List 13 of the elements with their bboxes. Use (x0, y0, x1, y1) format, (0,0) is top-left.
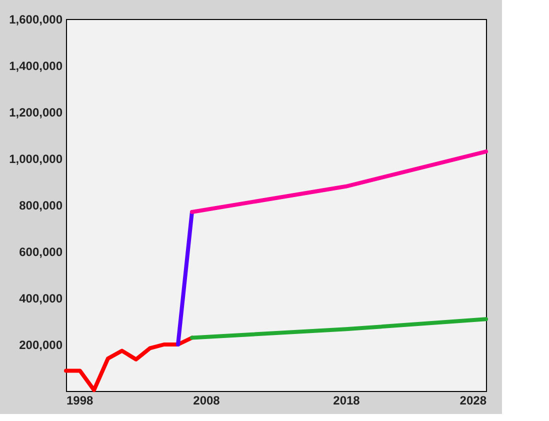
y-tick-label: 1,600,000 (9, 12, 63, 26)
y-tick-label: 600,000 (19, 245, 63, 259)
x-tick-label: 2028 (460, 394, 487, 408)
y-tick-label: 400,000 (19, 292, 63, 306)
y-tick-label: 200,000 (19, 338, 63, 352)
x-tick-label: 2008 (193, 394, 220, 408)
y-tick-label: 1,000,000 (9, 152, 63, 166)
x-tick-label: 2018 (333, 394, 360, 408)
y-tick-label: 1,400,000 (9, 59, 63, 73)
x-tick-label: 1998 (66, 394, 94, 408)
line-series (64, 336, 194, 392)
y-tick-label: 800,000 (19, 198, 63, 212)
y-tick-label: 1,200,000 (9, 106, 63, 120)
